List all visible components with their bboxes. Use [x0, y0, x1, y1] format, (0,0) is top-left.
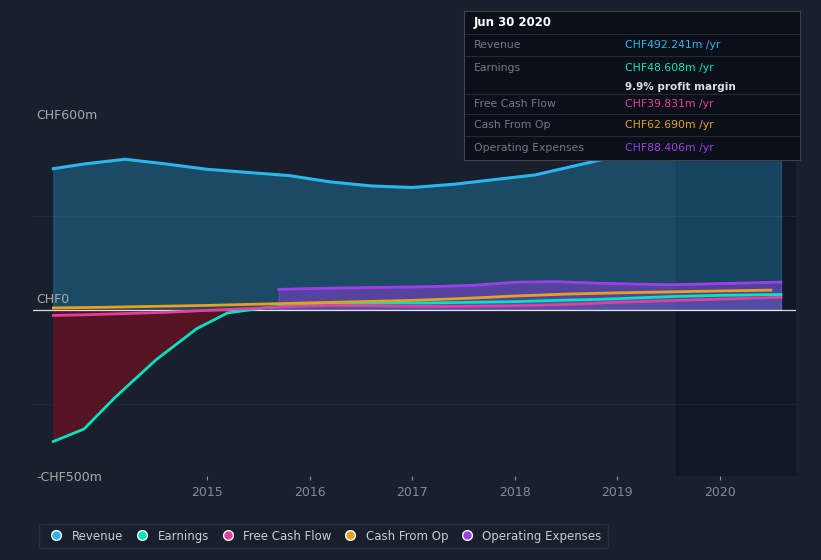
Text: CHF492.241m /yr: CHF492.241m /yr — [626, 40, 721, 50]
Bar — [677, 84, 796, 476]
Text: 9.9% profit margin: 9.9% profit margin — [626, 82, 736, 91]
Legend: Revenue, Earnings, Free Cash Flow, Cash From Op, Operating Expenses: Revenue, Earnings, Free Cash Flow, Cash … — [39, 524, 608, 548]
Text: CHF0: CHF0 — [37, 293, 70, 306]
Text: CHF600m: CHF600m — [37, 109, 98, 122]
Text: CHF88.406m /yr: CHF88.406m /yr — [626, 143, 714, 153]
Text: Free Cash Flow: Free Cash Flow — [474, 99, 556, 109]
Text: Earnings: Earnings — [474, 63, 521, 73]
Text: -CHF500m: -CHF500m — [37, 470, 103, 483]
Text: CHF48.608m /yr: CHF48.608m /yr — [626, 63, 714, 73]
Text: Revenue: Revenue — [474, 40, 521, 50]
Text: Cash From Op: Cash From Op — [474, 120, 550, 130]
Text: Operating Expenses: Operating Expenses — [474, 143, 584, 153]
Text: CHF39.831m /yr: CHF39.831m /yr — [626, 99, 714, 109]
Text: Jun 30 2020: Jun 30 2020 — [474, 16, 552, 29]
Text: CHF62.690m /yr: CHF62.690m /yr — [626, 120, 714, 130]
